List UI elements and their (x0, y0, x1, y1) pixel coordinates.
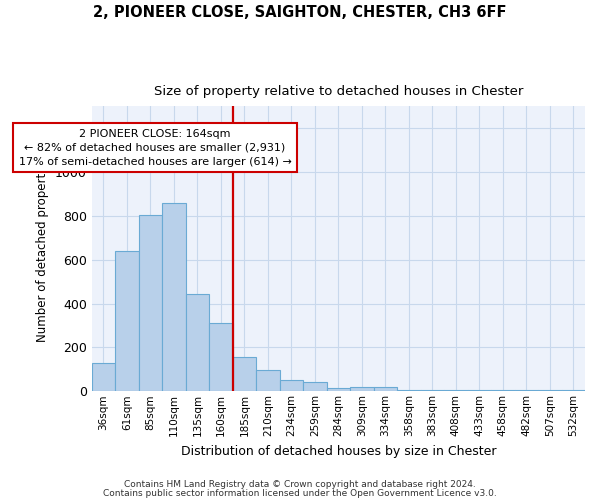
Bar (139, 214, 162, 392)
Bar (162, 202, 185, 392)
Bar (515, 390, 538, 392)
Bar (185, 294, 209, 392)
Bar (209, 324, 233, 392)
Bar (350, 387, 374, 392)
Bar (538, 390, 562, 392)
Text: Contains HM Land Registry data © Crown copyright and database right 2024.: Contains HM Land Registry data © Crown c… (124, 480, 476, 489)
Bar (397, 390, 421, 392)
Bar (92, 362, 115, 392)
Bar (280, 380, 303, 392)
X-axis label: Distribution of detached houses by size in Chester: Distribution of detached houses by size … (181, 444, 496, 458)
Bar (444, 390, 467, 392)
Bar (326, 388, 350, 392)
Text: 2, PIONEER CLOSE, SAIGHTON, CHESTER, CH3 6FF: 2, PIONEER CLOSE, SAIGHTON, CHESTER, CH3… (93, 5, 507, 20)
Text: Contains public sector information licensed under the Open Government Licence v3: Contains public sector information licen… (103, 490, 497, 498)
Bar (467, 390, 491, 392)
Bar (256, 370, 280, 392)
Y-axis label: Number of detached properties: Number of detached properties (37, 156, 49, 342)
Bar (421, 390, 444, 392)
Bar (374, 387, 397, 392)
Bar (491, 390, 515, 392)
Bar (233, 358, 256, 392)
Text: 2 PIONEER CLOSE: 164sqm
← 82% of detached houses are smaller (2,931)
17% of semi: 2 PIONEER CLOSE: 164sqm ← 82% of detache… (19, 129, 292, 167)
Title: Size of property relative to detached houses in Chester: Size of property relative to detached ho… (154, 85, 523, 98)
Bar (562, 390, 585, 392)
Bar (303, 382, 326, 392)
Bar (115, 251, 139, 392)
